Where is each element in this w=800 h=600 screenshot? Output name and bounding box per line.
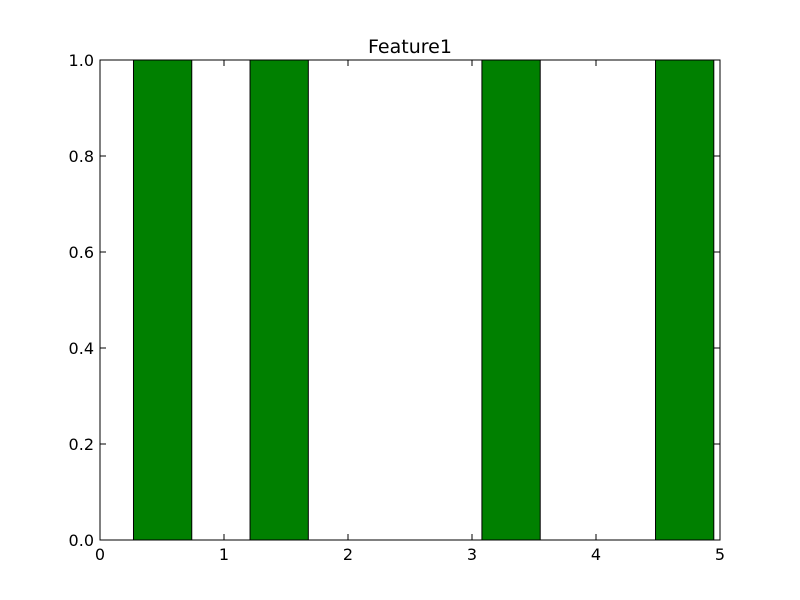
chart-title: Feature1 — [368, 36, 452, 58]
ticks-layer: 0 1 2 3 4 5 0.0 0.2 0.4 0.6 0.8 1.0 — [69, 51, 726, 564]
x-tick-label: 5 — [715, 545, 725, 564]
y-tick-label: 0.6 — [69, 243, 94, 262]
y-tick-label: 0.2 — [69, 435, 94, 454]
y-tick-label: 0.0 — [69, 531, 94, 550]
x-tick-label: 1 — [219, 545, 229, 564]
y-tick-label: 1.0 — [69, 51, 94, 70]
x-tick-label: 3 — [467, 545, 477, 564]
plot-area — [100, 60, 720, 540]
x-tick-label: 0 — [95, 545, 105, 564]
bar-4 — [655, 59, 715, 541]
bar-3 — [481, 59, 541, 541]
x-tick-label: 4 — [591, 545, 601, 564]
x-tick-label: 2 — [343, 545, 353, 564]
plot-frame — [99, 59, 721, 541]
bar-2 — [249, 59, 309, 541]
y-tick-label: 0.4 — [69, 339, 94, 358]
y-tick-label: 0.8 — [69, 147, 94, 166]
bar-1 — [132, 59, 193, 541]
bars-layer — [132, 59, 715, 541]
